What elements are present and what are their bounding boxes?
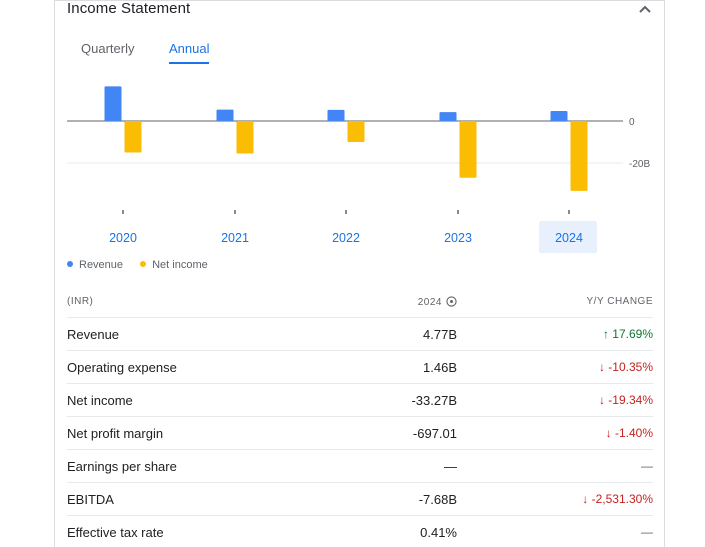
arrow-up-icon: ↑: [602, 327, 609, 341]
row-value: -7.68B: [418, 492, 457, 507]
y-tick-label: 0: [629, 117, 635, 128]
bar-revenue-2023: [439, 112, 457, 121]
row-change: ↓ -10.35%: [599, 360, 653, 374]
card-title: Income Statement: [67, 0, 191, 17]
bar-net-income-2024: [570, 121, 588, 191]
table-row: Effective tax rate 0.41% —: [67, 516, 653, 547]
bar-net-income-2022: [347, 121, 365, 142]
row-change-value: 17.69%: [612, 327, 653, 341]
row-label: Revenue: [67, 327, 120, 342]
arrow-down-icon: ↓: [582, 492, 589, 506]
year-label-2024[interactable]: 2024: [555, 231, 583, 245]
row-label: Net profit margin: [67, 426, 164, 441]
table-row: EBITDA -7.68B ↓ -2,531.30%: [67, 483, 653, 516]
row-change: ↓ -19.34%: [599, 393, 653, 407]
income-statement-card: Income Statement Quarterly Annual 0 -20B 2…: [54, 0, 665, 547]
legend-label-revenue: Revenue: [79, 259, 124, 271]
year-label-2021[interactable]: 2021: [221, 231, 249, 245]
row-label: EBITDA: [67, 492, 114, 507]
row-value: 0.41%: [420, 525, 457, 540]
table-row: Revenue 4.77B ↑ 17.69%: [67, 318, 653, 351]
row-label: Effective tax rate: [67, 525, 164, 540]
arrow-down-icon: ↓: [598, 360, 605, 374]
info-icon[interactable]: [446, 296, 457, 307]
table-row: Net profit margin -697.01 ↓ -1.40%: [67, 417, 653, 450]
table-row: Net income -33.27B ↓ -19.34%: [67, 384, 653, 417]
legend-item-net-income: Net income: [140, 259, 208, 271]
bar-net-income-2023: [459, 121, 477, 178]
row-label: Operating expense: [67, 360, 177, 375]
tab-quarterly[interactable]: Quarterly: [81, 41, 135, 56]
arrow-down-icon: ↓: [605, 426, 612, 440]
selected-year-highlight: [539, 221, 597, 253]
bar-net-income-2020: [124, 121, 142, 153]
tab-annual[interactable]: Annual: [169, 41, 210, 64]
legend-dot-revenue: [67, 261, 73, 267]
row-change-value: -10.35%: [608, 360, 653, 374]
row-value: -33.27B: [411, 393, 457, 408]
row-label: Earnings per share: [67, 459, 177, 474]
row-change-value: -2,531.30%: [591, 492, 653, 506]
row-label: Net income: [67, 393, 133, 408]
bar-revenue-2022: [327, 109, 345, 121]
row-value: 4.77B: [423, 327, 457, 342]
row-value: 1.46B: [423, 360, 457, 375]
table-body: Revenue 4.77B ↑ 17.69% Operating expense 1.4…: [67, 318, 653, 547]
row-change-value: -1.40%: [614, 426, 653, 440]
income-chart: 0 -20B 2020 2021 2022 2023 2024: [67, 86, 650, 253]
row-value: -697.01: [412, 426, 457, 441]
year-label-2020[interactable]: 2020: [109, 231, 137, 245]
row-change-value: —: [641, 459, 653, 473]
table-row: Operating expense 1.46B ↓ -10.35%: [67, 351, 653, 384]
table-row: Earnings per share — —: [67, 450, 653, 483]
header-currency: (INR): [67, 296, 94, 307]
row-change: ↓ -2,531.30%: [582, 492, 653, 506]
chart-legend: Revenue Net income: [67, 259, 222, 271]
header-year: 2024: [418, 296, 457, 308]
legend-label-net-income: Net income: [152, 259, 208, 271]
row-change-value: -19.34%: [608, 393, 653, 407]
row-change: ↓ -1.40%: [606, 426, 653, 440]
legend-item-revenue: Revenue: [67, 259, 123, 271]
bar-revenue-2020: [104, 86, 122, 121]
row-change: —: [641, 459, 653, 473]
bar-revenue-2021: [216, 109, 234, 121]
legend-dot-net-income: [140, 261, 147, 267]
header-change: Y/Y CHANGE: [586, 296, 653, 307]
income-table: (INR) 2024 Y/Y CHANGE Revenue 4.77B ↑ 17.6…: [67, 287, 653, 547]
y-tick-label: -20B: [629, 159, 650, 170]
bar-net-income-2021: [236, 121, 254, 154]
table-header: (INR) 2024 Y/Y CHANGE: [67, 287, 653, 318]
row-change: ↑ 17.69%: [603, 327, 653, 341]
row-value: —: [444, 459, 457, 474]
header-year-label: 2024: [417, 297, 442, 308]
year-label-2022[interactable]: 2022: [332, 231, 360, 245]
row-change: —: [641, 525, 653, 539]
year-label-2023[interactable]: 2023: [444, 231, 472, 245]
bar-revenue-2024: [550, 110, 568, 121]
arrow-down-icon: ↓: [598, 393, 605, 407]
chevron-up-icon[interactable]: [638, 4, 652, 14]
row-change-value: —: [641, 525, 653, 539]
